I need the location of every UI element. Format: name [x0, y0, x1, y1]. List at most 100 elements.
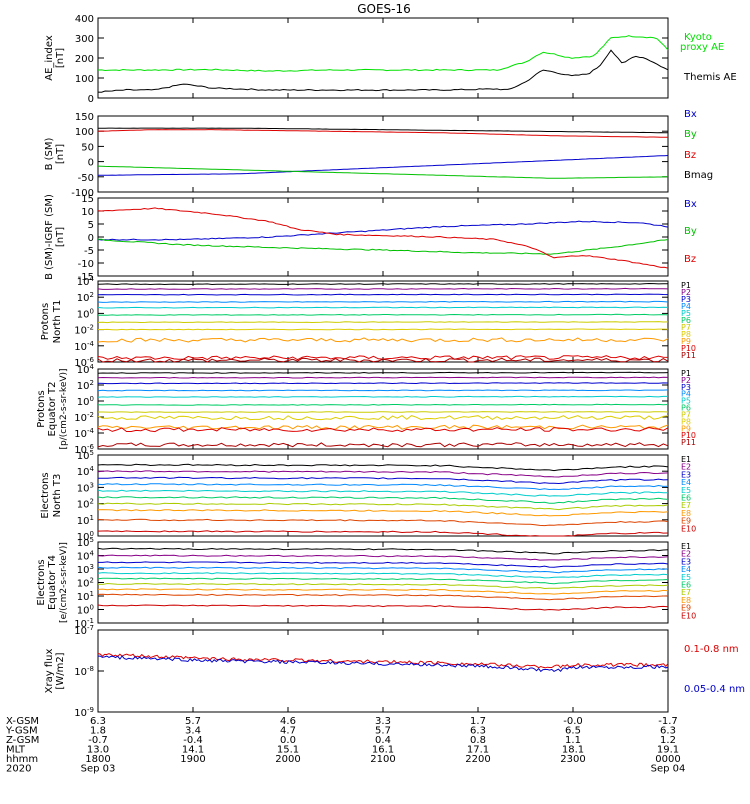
channel-label-p1: P1 — [681, 281, 691, 290]
channel-label-e4: E4 — [681, 565, 691, 574]
channel-p2-line — [97, 376, 669, 379]
table-cell: 3.4 — [185, 726, 201, 737]
chart-title: GOES-16 — [357, 2, 411, 16]
channel-label-p2: P2 — [681, 376, 691, 385]
panel-1: 0 100 200 300 400 AE_index [nT] — [44, 14, 669, 105]
channel-label-p1: P1 — [681, 369, 691, 378]
channel-label-p11: P11 — [681, 351, 696, 360]
channel-p4-line — [97, 389, 669, 392]
table-cell: 13.0 — [87, 745, 109, 756]
table-cell: 1.2 — [660, 735, 676, 746]
channel-label-e8: E8 — [681, 596, 691, 605]
ytick-label: -50 — [78, 173, 94, 184]
ylabel-line1: B (SM)-IGRF (SM) — [44, 194, 55, 280]
table-cell: -0.4 — [183, 735, 203, 746]
channel-e4-line — [97, 483, 669, 491]
table-cell: 18.1 — [562, 745, 584, 756]
channel-p9-line — [97, 337, 669, 343]
channel-e4-line — [97, 566, 669, 574]
channel-p10-line — [97, 426, 669, 433]
channel-e1-line — [97, 547, 669, 555]
channel-e6-line — [97, 577, 669, 585]
table-row-label: X-GSM — [6, 716, 39, 727]
ylabel-unit: [nT] — [55, 227, 66, 247]
legend-xray-long: 0.1-0.8 nm — [684, 644, 739, 655]
channel-label-p7: P7 — [681, 410, 691, 419]
table-cell: 6.3 — [90, 716, 106, 727]
channel-label-e2: E2 — [681, 550, 691, 559]
table-cell: 3.3 — [375, 716, 391, 727]
ylabel-line1: Electrons — [36, 559, 47, 605]
channel-label-p6: P6 — [681, 316, 691, 325]
channel-label-p6: P6 — [681, 404, 691, 413]
channel-p4-line — [97, 300, 669, 303]
channel-label-p5: P5 — [681, 397, 691, 406]
table-cell: 5.7 — [375, 726, 391, 737]
channel-p5-line — [97, 306, 669, 309]
table-cell: 4.6 — [280, 716, 296, 727]
channel-label-e7: E7 — [681, 588, 691, 597]
channel-label-p8: P8 — [681, 330, 691, 339]
legend-db-bx: Bx — [684, 199, 697, 210]
channel-p1-line — [97, 282, 669, 286]
channel-label-e3: E3 — [681, 557, 691, 566]
table-cell: 0.8 — [470, 735, 486, 746]
channel-label-p11: P11 — [681, 438, 696, 447]
channel-p5-line — [97, 395, 668, 398]
legend-b-bz: Bz — [684, 150, 696, 161]
channel-label-e6: E6 — [681, 494, 691, 503]
table-cell: 14.1 — [182, 745, 204, 756]
channel-e8-line — [97, 509, 669, 517]
table-row-label: 2020 — [6, 764, 31, 775]
ylabel-unit: [e/(cm2-s-sr-keV)] — [59, 542, 69, 623]
table-cell: 1.1 — [565, 735, 581, 746]
legend-proxy-ae: proxy AE — [680, 42, 724, 53]
legend-b-bx: Bx — [684, 109, 697, 120]
ytick-label: 10 — [81, 207, 94, 218]
ylabel-line1: AE_index — [44, 35, 55, 81]
channel-e2-line — [97, 554, 669, 561]
channel-e1-line — [97, 463, 669, 472]
legend-kyoto: Kyoto — [684, 32, 712, 43]
channel-label-p8: P8 — [681, 417, 691, 426]
channel-p11-line — [97, 357, 669, 363]
table-row-label: MLT — [6, 745, 26, 756]
table-cell: 2100 — [370, 754, 395, 765]
series-bx-line — [97, 220, 669, 241]
ylabel-line2: Equator T2 — [47, 382, 58, 437]
table-row-label: Z-GSM — [6, 735, 39, 746]
ytick-label: 5 — [88, 220, 94, 231]
table-cell: 17.1 — [467, 745, 489, 756]
ylabel-line1: Protons — [36, 390, 47, 427]
table-cell: -0.7 — [88, 735, 108, 746]
ytick-label: 300 — [75, 34, 94, 45]
series-bz-line — [97, 207, 669, 269]
panel-2: -100 -50 0 50 100 150 B (SM) [nT] — [44, 112, 669, 199]
table-cell: 16.1 — [372, 745, 394, 756]
channel-label-p3: P3 — [681, 383, 691, 392]
table-row-label: hhmm — [6, 754, 38, 765]
table-cell: 0.4 — [375, 735, 391, 746]
channel-label-e2: E2 — [681, 463, 691, 472]
channel-p2-line — [97, 287, 669, 290]
channel-p8-line — [97, 415, 669, 421]
channel-p6-line — [97, 403, 669, 406]
legend-db-bz: Bz — [684, 254, 696, 265]
channel-label-p9: P9 — [681, 424, 691, 433]
table-cell: -1.7 — [658, 716, 678, 727]
channel-label-p5: P5 — [681, 309, 691, 318]
series-0-05-0-4-nm-line — [98, 655, 669, 673]
channel-label-e3: E3 — [681, 470, 691, 479]
channel-label-e6: E6 — [681, 581, 691, 590]
table-cell: 15.1 — [277, 745, 299, 756]
channel-e7-line — [97, 502, 669, 511]
ylabel-line1: B (SM) — [44, 137, 55, 170]
table-cell: 2300 — [560, 754, 585, 765]
